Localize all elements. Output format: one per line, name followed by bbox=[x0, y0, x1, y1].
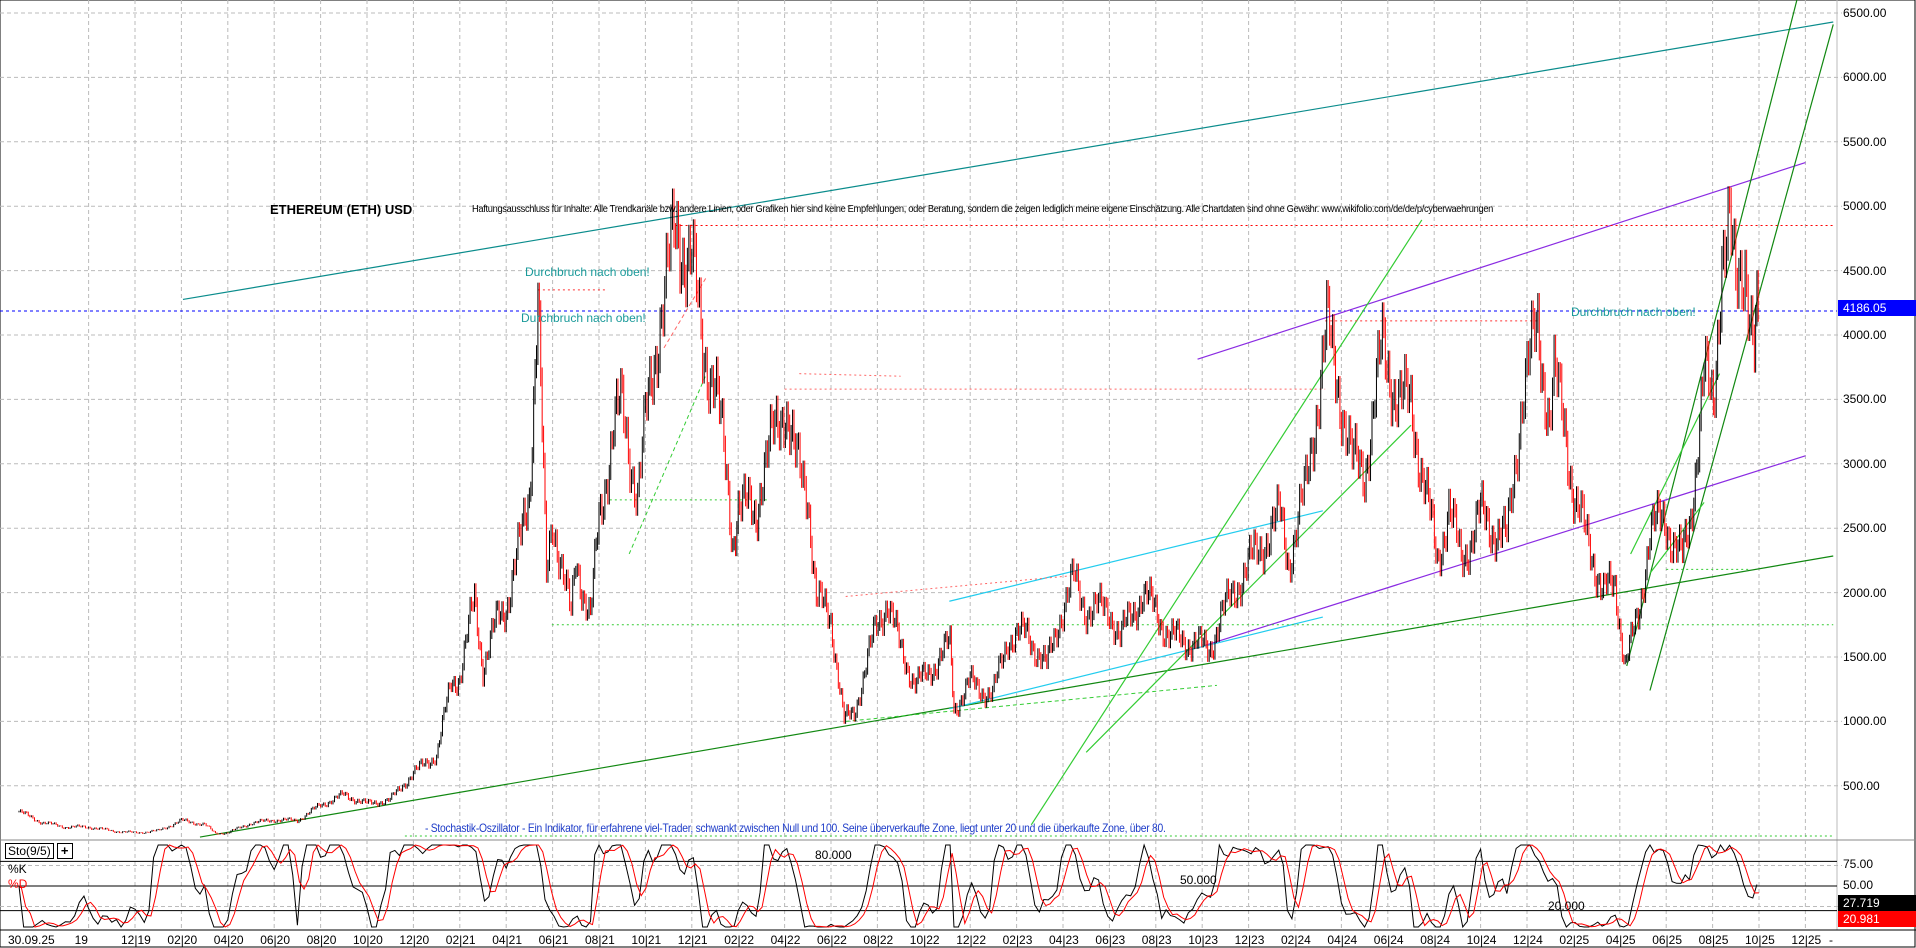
y-tick-label: 1500.00 bbox=[1843, 650, 1887, 664]
x-tick-label: 10|21 bbox=[631, 933, 662, 947]
x-tick-label: - bbox=[1829, 933, 1833, 947]
d-last-badge: 20.981 bbox=[1838, 911, 1916, 927]
y-tick-label: 6000.00 bbox=[1843, 70, 1887, 85]
x-tick-label: 04|20 bbox=[213, 933, 244, 947]
y-tick-label: 6500.00 bbox=[1843, 6, 1887, 20]
x-tick-label: 04|21 bbox=[492, 933, 522, 947]
x-tick-label: 08|23 bbox=[1141, 933, 1172, 947]
chart-title: ETHEREUM (ETH) USD bbox=[270, 202, 413, 217]
x-tick-label: 06|22 bbox=[817, 933, 847, 947]
trendline bbox=[1197, 161, 1806, 360]
annotation-breakout-3: Durchbruch nach oben! bbox=[1571, 305, 1696, 319]
x-tick-label: 12|23 bbox=[1234, 933, 1265, 947]
y-tick-label: 5500.00 bbox=[1843, 134, 1887, 149]
last-price-badge: 4186.05 bbox=[1838, 300, 1916, 316]
x-tick-label: 02|21 bbox=[445, 933, 476, 947]
level-label-50: 50.000 bbox=[1180, 873, 1217, 887]
sto-axis-50: 50.00 bbox=[1843, 878, 1874, 892]
level-label-80: 80.000 bbox=[815, 848, 852, 862]
y-tick-label: 4000.00 bbox=[1843, 328, 1887, 342]
annotation-breakout-1: Durchbruch nach oben! bbox=[525, 265, 650, 279]
trendline bbox=[1085, 424, 1412, 753]
trendline bbox=[199, 555, 1834, 838]
stoch-k-line bbox=[18, 843, 1758, 929]
indicator-name[interactable]: Sto(9/5) bbox=[5, 843, 54, 859]
trendline bbox=[628, 373, 707, 555]
x-tick-label: 12|21 bbox=[677, 933, 708, 947]
x-tick-label: 02|22 bbox=[724, 933, 754, 947]
x-tick-label: 30.09.25 bbox=[8, 933, 55, 947]
x-tick-label: 10|23 bbox=[1188, 933, 1218, 947]
x-tick-label: 04|23 bbox=[1049, 933, 1079, 947]
sto-axis-75: 75.00 bbox=[1843, 857, 1874, 871]
trendline bbox=[1630, 373, 1721, 555]
x-tick-label: 02|24 bbox=[1281, 933, 1311, 947]
y-tick-label: 3000.00 bbox=[1843, 456, 1887, 471]
x-tick-label: 02|23 bbox=[1002, 933, 1033, 947]
trendline bbox=[182, 21, 1834, 301]
indicator-header: Sto(9/5) + bbox=[5, 843, 73, 859]
y-tick-label: 4500.00 bbox=[1843, 263, 1887, 278]
x-tick-label: 08|21 bbox=[585, 933, 615, 947]
trendline bbox=[1626, 0, 1798, 667]
x-tick-label: 02|20 bbox=[167, 933, 198, 947]
trendline bbox=[663, 276, 707, 349]
k-legend: %K bbox=[8, 862, 27, 876]
trendline bbox=[845, 575, 1071, 597]
disclaimer-text: Haftungsausschluss für Inhalte: Alle Tre… bbox=[472, 204, 1494, 215]
x-tick-label: 19 bbox=[74, 933, 88, 947]
y-tick-label: 1000.00 bbox=[1843, 714, 1887, 729]
x-tick-label: 08|25 bbox=[1698, 933, 1729, 947]
level-label-20: 20.000 bbox=[1548, 899, 1585, 913]
x-tick-label: 12|22 bbox=[956, 933, 986, 947]
d-legend: %D bbox=[8, 877, 28, 891]
trendline bbox=[1649, 24, 1834, 691]
stoch-d-line bbox=[20, 844, 1759, 928]
annotation-breakout-2: Durchbruch nach oben! bbox=[521, 311, 646, 325]
x-tick-label: 10|25 bbox=[1745, 933, 1775, 947]
x-tick-label: 08|22 bbox=[863, 933, 894, 947]
x-tick-label: 12|24 bbox=[1513, 933, 1543, 947]
x-tick-label: 02|25 bbox=[1559, 933, 1590, 947]
trendline bbox=[845, 684, 1217, 722]
x-tick-label: 10|24 bbox=[1466, 933, 1497, 947]
x-tick-label: 06|21 bbox=[538, 933, 569, 947]
trendline bbox=[799, 373, 901, 377]
indicator-description: - Stochastik-Oszillator - Ein Indikator,… bbox=[425, 821, 1166, 835]
x-tick-label: 06|24 bbox=[1373, 933, 1404, 947]
add-indicator-button[interactable]: + bbox=[56, 843, 73, 859]
x-tick-label: 04|25 bbox=[1605, 933, 1636, 947]
x-tick-label: 04|24 bbox=[1327, 933, 1358, 947]
x-tick-label: 12|25 bbox=[1791, 933, 1822, 947]
y-tick-label: 500.00 bbox=[1843, 778, 1880, 793]
y-tick-label: 2500.00 bbox=[1843, 521, 1887, 536]
y-tick-label: 2000.00 bbox=[1843, 585, 1887, 600]
x-tick-label: 10|20 bbox=[353, 933, 383, 947]
x-tick-label: 06|25 bbox=[1652, 933, 1682, 947]
x-tick-label: 06|23 bbox=[1095, 933, 1126, 947]
y-tick-label: 3500.00 bbox=[1843, 392, 1887, 407]
k-last-badge: 27.719 bbox=[1838, 895, 1916, 911]
x-tick-label: 12|19 bbox=[121, 933, 151, 947]
x-tick-label: 08|20 bbox=[306, 933, 337, 947]
x-tick-label: 06|20 bbox=[260, 933, 290, 947]
x-tick-label: 10|22 bbox=[909, 933, 940, 947]
x-tick-label: 04|22 bbox=[770, 933, 801, 947]
x-tick-label: 12|20 bbox=[399, 933, 430, 947]
y-tick-label: 5000.00 bbox=[1843, 199, 1887, 214]
x-tick-label: 08|24 bbox=[1420, 933, 1450, 947]
trendline bbox=[949, 510, 1323, 602]
